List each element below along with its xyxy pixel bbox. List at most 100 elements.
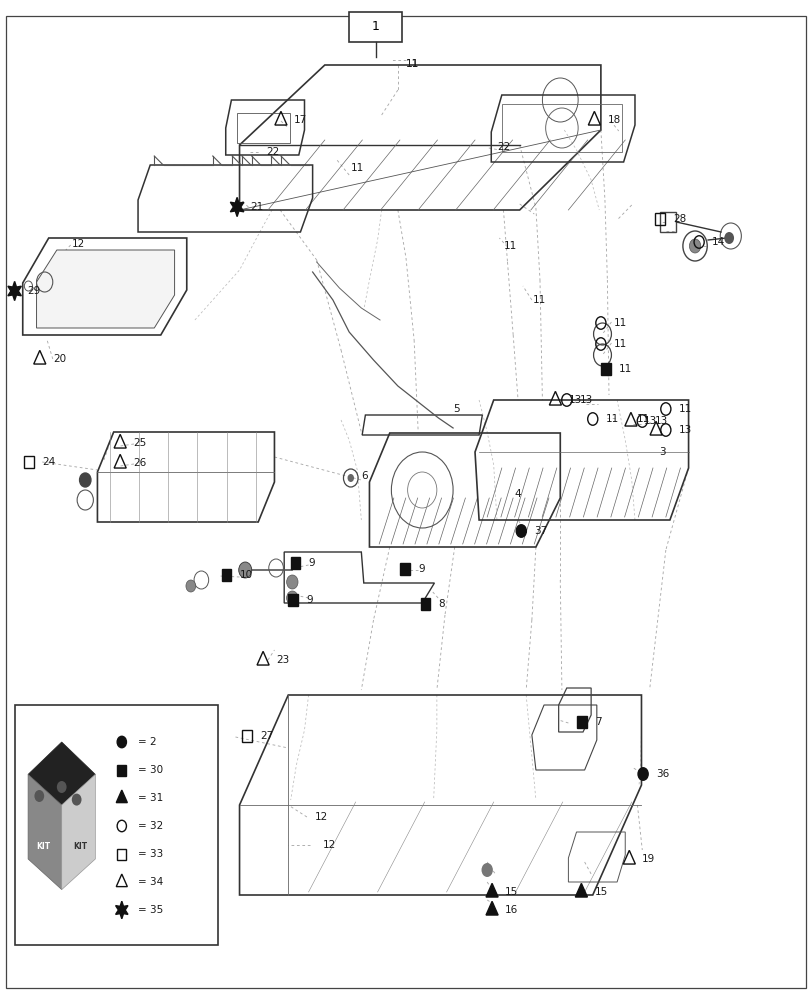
Text: 1: 1 <box>371 20 379 33</box>
Text: 10: 10 <box>239 570 252 580</box>
Bar <box>117 764 126 776</box>
Polygon shape <box>28 774 62 890</box>
Text: 17: 17 <box>294 115 307 125</box>
Bar <box>237 113 290 143</box>
Bar <box>117 848 126 859</box>
Polygon shape <box>28 742 95 805</box>
Text: 21: 21 <box>250 202 263 212</box>
Text: 13: 13 <box>579 395 592 405</box>
Text: 22: 22 <box>266 147 279 157</box>
Text: 11: 11 <box>350 163 363 173</box>
Text: = 34: = 34 <box>138 877 163 887</box>
Text: 11: 11 <box>503 241 516 251</box>
Polygon shape <box>575 883 586 897</box>
Text: 11: 11 <box>678 404 691 414</box>
Circle shape <box>186 580 195 592</box>
Text: 29: 29 <box>28 286 41 296</box>
Circle shape <box>238 562 251 578</box>
Circle shape <box>481 863 492 877</box>
Text: 23: 23 <box>276 655 289 665</box>
Text: 24: 24 <box>42 457 55 467</box>
Text: = 31: = 31 <box>138 793 163 803</box>
Bar <box>577 716 586 728</box>
Text: 12: 12 <box>315 812 328 822</box>
Text: 3: 3 <box>659 447 665 457</box>
Text: 9: 9 <box>306 595 312 605</box>
Text: KIT: KIT <box>36 842 50 851</box>
Text: 11: 11 <box>406 59 418 69</box>
Circle shape <box>637 768 647 780</box>
Bar <box>242 730 251 742</box>
Text: 11: 11 <box>618 364 631 374</box>
Text: = 32: = 32 <box>138 821 163 831</box>
Text: 8: 8 <box>438 599 444 609</box>
Circle shape <box>516 525 526 537</box>
Bar <box>24 456 34 468</box>
Bar <box>400 563 410 575</box>
Text: 19: 19 <box>642 854 654 864</box>
Bar <box>349 12 401 42</box>
Text: 26: 26 <box>133 458 146 468</box>
Bar <box>501 104 621 152</box>
Circle shape <box>723 232 733 244</box>
Polygon shape <box>486 883 497 897</box>
Bar <box>600 363 610 375</box>
Text: 15: 15 <box>504 887 517 897</box>
Bar <box>420 598 430 610</box>
Text: 16: 16 <box>504 905 517 915</box>
Text: 13: 13 <box>643 416 656 426</box>
Text: 4: 4 <box>513 489 520 499</box>
Bar <box>221 569 231 581</box>
Text: 9: 9 <box>308 558 315 568</box>
Text: 12: 12 <box>71 239 84 249</box>
Text: 11: 11 <box>532 295 545 305</box>
Text: KIT: KIT <box>73 842 88 851</box>
Bar <box>659 212 676 232</box>
Text: 9: 9 <box>418 564 424 574</box>
Polygon shape <box>8 281 21 301</box>
Circle shape <box>79 473 91 487</box>
Text: 12: 12 <box>323 840 336 850</box>
Polygon shape <box>62 774 95 890</box>
Polygon shape <box>36 250 174 328</box>
Text: 11: 11 <box>613 318 626 328</box>
Text: 36: 36 <box>655 769 668 779</box>
Text: 13: 13 <box>678 425 691 435</box>
Polygon shape <box>230 197 243 217</box>
Bar <box>654 213 664 225</box>
Bar <box>288 594 298 606</box>
Polygon shape <box>115 901 128 919</box>
Circle shape <box>57 781 67 793</box>
Circle shape <box>71 794 81 806</box>
Bar <box>290 557 300 569</box>
Text: 13: 13 <box>568 395 581 405</box>
Text: 18: 18 <box>607 115 620 125</box>
Text: 20: 20 <box>53 354 66 364</box>
Text: = 35: = 35 <box>138 905 163 915</box>
Text: = 2: = 2 <box>138 737 157 747</box>
Polygon shape <box>116 790 127 803</box>
Text: = 30: = 30 <box>138 765 163 775</box>
Polygon shape <box>486 901 497 915</box>
Text: 6: 6 <box>361 471 367 481</box>
Text: 27: 27 <box>260 731 272 741</box>
Text: 11: 11 <box>406 59 418 69</box>
Text: 15: 15 <box>594 887 607 897</box>
Text: 22: 22 <box>496 142 509 152</box>
Circle shape <box>286 575 298 589</box>
Text: 37: 37 <box>534 526 547 536</box>
Text: 25: 25 <box>133 438 146 448</box>
Text: = 33: = 33 <box>138 849 163 859</box>
Text: 11: 11 <box>613 339 626 349</box>
Text: 7: 7 <box>594 717 601 727</box>
Text: 13: 13 <box>654 416 667 426</box>
Text: 11: 11 <box>605 414 618 424</box>
Circle shape <box>117 736 127 748</box>
Circle shape <box>347 474 354 482</box>
Circle shape <box>286 591 298 605</box>
Text: 14: 14 <box>711 237 724 247</box>
Circle shape <box>34 790 44 802</box>
Text: 5: 5 <box>453 404 459 414</box>
Text: 28: 28 <box>672 214 685 224</box>
Bar <box>15 705 217 945</box>
